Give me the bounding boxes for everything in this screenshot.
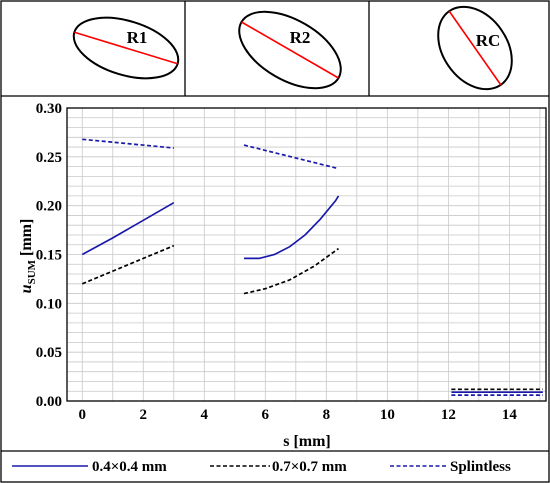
rc-label: RC <box>476 31 501 50</box>
series-line <box>244 195 340 260</box>
legend-label-1: 0.7×0.7 mm <box>272 459 347 475</box>
grid <box>67 107 546 402</box>
y-tick-label: 0.10 <box>36 296 62 312</box>
r2-cut-line <box>241 21 339 79</box>
rc-cut-line <box>448 10 502 86</box>
plot-frame <box>66 107 547 402</box>
r1-cut-line <box>74 31 178 65</box>
x-axis-label: s [mm] <box>283 433 331 450</box>
x-tick-label: 4 <box>201 407 209 423</box>
series-0 <box>81 195 543 394</box>
y-axis-label: uSUM [mm] <box>18 219 38 294</box>
series-line <box>81 201 175 256</box>
region-r1: R1 <box>72 16 180 80</box>
y-tick-label: 0.20 <box>36 199 62 215</box>
series-line <box>243 144 339 170</box>
x-tick-label: 6 <box>262 407 270 423</box>
region-rc: RC <box>437 5 513 91</box>
y-tick-label: 0.15 <box>36 248 62 264</box>
r2-label: R2 <box>290 28 311 47</box>
x-tick-labels: 0 2 4 6 8 10 12 14 <box>79 407 518 423</box>
y-tick-label: 0.00 <box>36 394 62 410</box>
rc-ellipse <box>437 5 513 91</box>
y-axis-label-unit: [mm] <box>18 219 35 260</box>
r2-ellipse <box>238 10 342 90</box>
x-tick-label: 10 <box>380 407 395 423</box>
legend: 0.4×0.4 mm 0.7×0.7 mm Splintless <box>12 459 511 475</box>
r1-label: R1 <box>127 28 148 47</box>
y-tick-label: 0.30 <box>36 101 62 117</box>
x-tick-label: 12 <box>441 407 456 423</box>
series-line <box>82 138 174 149</box>
x-tick-label: 0 <box>79 407 87 423</box>
y-tick-label: 0.25 <box>36 150 62 166</box>
series-line <box>243 247 339 295</box>
legend-label-2: Splintless <box>450 459 511 475</box>
y-tick-label: 0.05 <box>36 345 62 361</box>
x-tick-label: 14 <box>502 407 518 423</box>
series-2 <box>82 138 543 396</box>
x-tick-label: 2 <box>140 407 148 423</box>
series-layer <box>81 138 543 396</box>
y-tick-labels: 0.00 0.05 0.10 0.15 0.20 0.25 0.30 <box>36 101 62 410</box>
x-tick-label: 8 <box>323 407 331 423</box>
series-line <box>81 244 175 285</box>
series-1 <box>81 244 543 391</box>
y-axis-label-main: u <box>18 284 35 293</box>
region-r2: R2 <box>238 10 342 90</box>
legend-label-0: 0.4×0.4 mm <box>92 459 167 475</box>
y-axis-label-sub: SUM <box>26 259 38 284</box>
